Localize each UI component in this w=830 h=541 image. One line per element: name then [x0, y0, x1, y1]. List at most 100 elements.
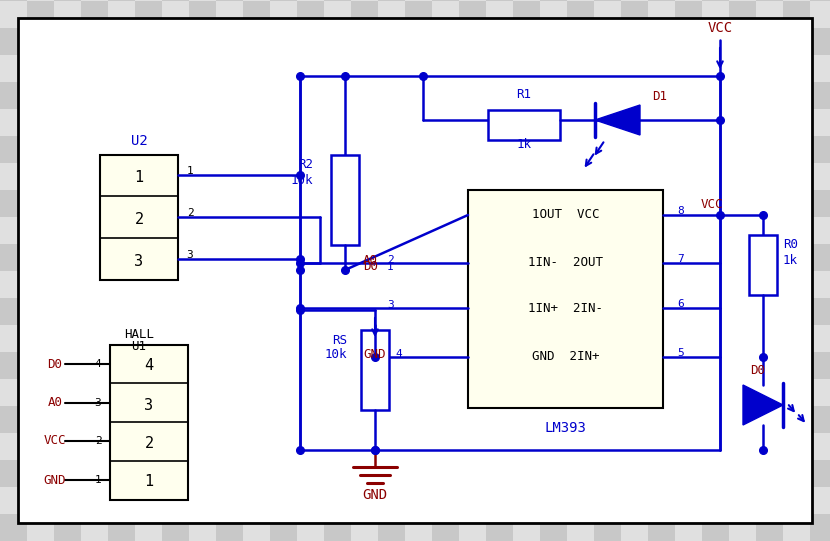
Bar — [324, 55, 351, 82]
Bar — [378, 1, 405, 28]
Bar — [459, 136, 486, 163]
Bar — [648, 0, 675, 1]
Bar — [135, 136, 162, 163]
Bar — [27, 460, 54, 487]
Bar — [378, 0, 405, 1]
Bar — [81, 244, 108, 271]
Bar — [0, 460, 27, 487]
Bar — [297, 325, 324, 352]
Bar — [378, 325, 405, 352]
Bar — [108, 298, 135, 325]
Bar — [756, 352, 783, 379]
Bar — [621, 460, 648, 487]
Bar — [162, 460, 189, 487]
Bar — [675, 28, 702, 55]
Bar — [432, 244, 459, 271]
Bar — [297, 1, 324, 28]
Bar — [486, 55, 513, 82]
Bar — [783, 190, 810, 217]
Bar — [783, 406, 810, 433]
Bar — [351, 406, 378, 433]
Text: RS: RS — [332, 333, 347, 346]
Bar — [621, 163, 648, 190]
Bar — [162, 1, 189, 28]
Polygon shape — [595, 105, 640, 135]
Bar — [216, 379, 243, 406]
Bar — [648, 28, 675, 55]
Bar — [729, 514, 756, 541]
Bar — [729, 244, 756, 271]
Bar — [729, 406, 756, 433]
Bar — [810, 28, 830, 55]
Bar — [702, 271, 729, 298]
Bar — [702, 514, 729, 541]
Bar — [324, 352, 351, 379]
Bar — [702, 1, 729, 28]
Bar — [54, 271, 81, 298]
Bar — [432, 82, 459, 109]
Bar — [0, 325, 27, 352]
Bar — [81, 28, 108, 55]
Bar — [486, 271, 513, 298]
Bar — [135, 217, 162, 244]
Bar — [270, 28, 297, 55]
Bar — [783, 82, 810, 109]
Bar — [297, 298, 324, 325]
Text: 1k: 1k — [783, 254, 798, 267]
Bar — [324, 1, 351, 28]
Bar — [621, 514, 648, 541]
Bar — [810, 298, 830, 325]
Bar — [567, 352, 594, 379]
Bar — [135, 55, 162, 82]
Text: 4: 4 — [395, 349, 402, 359]
Bar — [567, 433, 594, 460]
Bar — [567, 82, 594, 109]
Bar — [162, 298, 189, 325]
Text: R0: R0 — [783, 239, 798, 252]
Bar — [216, 82, 243, 109]
Bar — [27, 379, 54, 406]
Bar — [729, 82, 756, 109]
Bar — [702, 190, 729, 217]
Bar — [783, 28, 810, 55]
Bar — [216, 433, 243, 460]
Bar — [162, 379, 189, 406]
Bar — [567, 0, 594, 1]
Bar — [108, 244, 135, 271]
Text: 8: 8 — [677, 206, 684, 216]
Bar — [0, 55, 27, 82]
Bar — [108, 379, 135, 406]
Bar — [27, 136, 54, 163]
Bar — [810, 406, 830, 433]
Bar — [729, 109, 756, 136]
Bar — [270, 298, 297, 325]
Bar — [0, 298, 27, 325]
Bar — [108, 136, 135, 163]
Bar — [270, 190, 297, 217]
Text: R2: R2 — [298, 159, 313, 171]
Bar — [81, 0, 108, 1]
Bar — [297, 217, 324, 244]
Bar — [459, 1, 486, 28]
Bar — [270, 487, 297, 514]
Bar — [0, 163, 27, 190]
Bar — [243, 298, 270, 325]
Bar — [756, 487, 783, 514]
Bar — [594, 55, 621, 82]
Bar — [135, 82, 162, 109]
Bar — [108, 325, 135, 352]
Bar — [594, 271, 621, 298]
Bar — [675, 352, 702, 379]
Bar — [331, 155, 359, 245]
Bar — [675, 217, 702, 244]
Bar — [81, 379, 108, 406]
Bar — [81, 190, 108, 217]
Bar — [621, 406, 648, 433]
Bar — [648, 163, 675, 190]
Bar — [540, 217, 567, 244]
Bar — [729, 325, 756, 352]
Bar — [756, 217, 783, 244]
Bar — [216, 1, 243, 28]
Bar — [486, 0, 513, 1]
Bar — [783, 298, 810, 325]
